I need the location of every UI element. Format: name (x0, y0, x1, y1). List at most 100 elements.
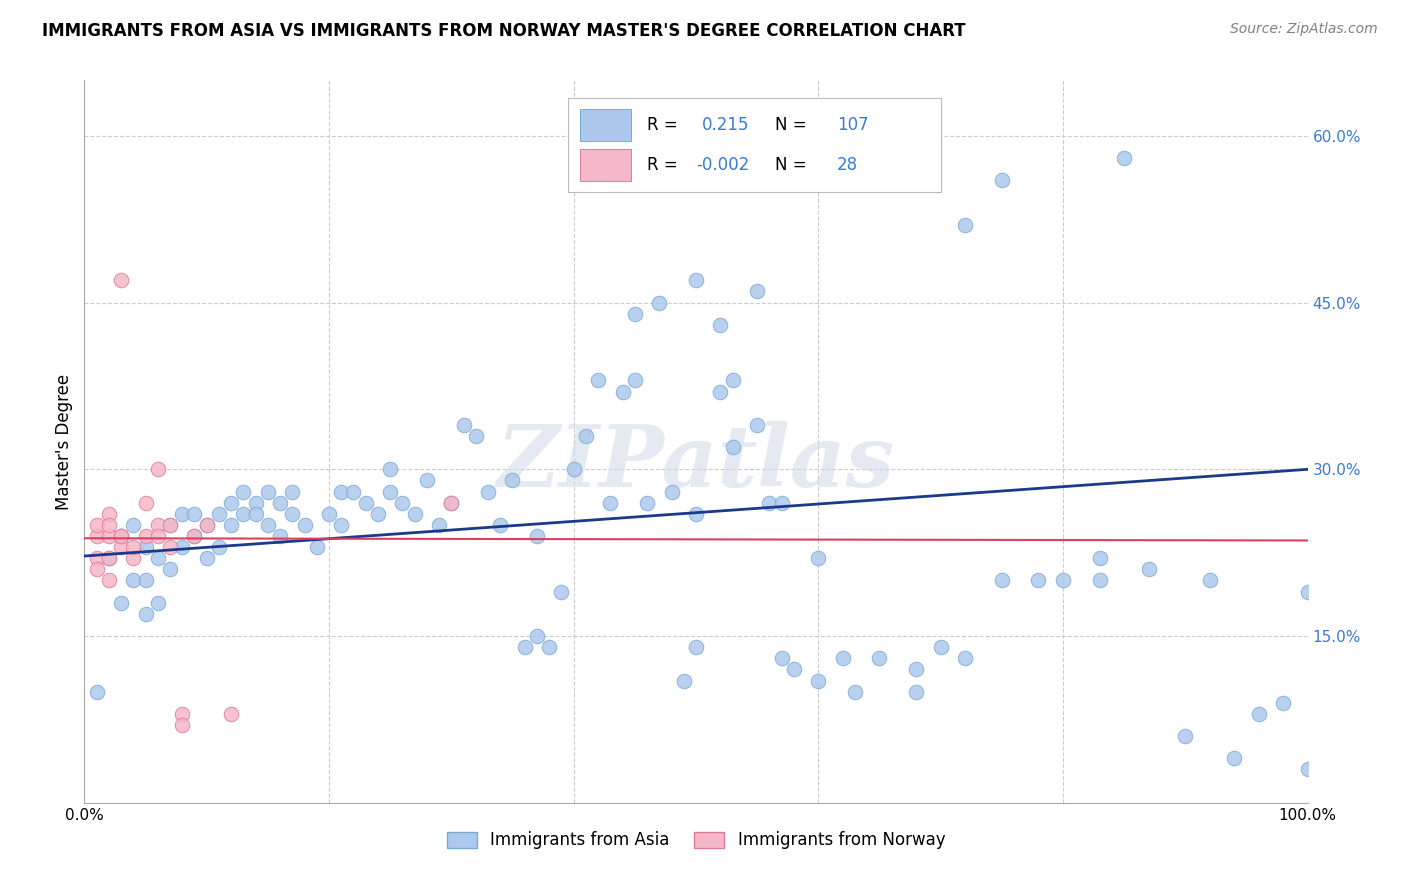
Point (502, 474, 524, 488)
Point (110, 529, 132, 543)
Point (721, 440, 744, 454)
Point (1137, 562, 1160, 576)
Point (1296, 584, 1319, 599)
Point (135, 574, 157, 588)
Point (661, 484, 683, 499)
Point (97, 529, 120, 543)
Point (110, 529, 132, 543)
Point (257, 517, 280, 532)
Point (172, 706, 194, 721)
Point (294, 517, 316, 532)
Point (929, 640, 952, 655)
Point (354, 496, 377, 510)
Point (305, 540, 328, 554)
Point (122, 574, 145, 588)
Point (1247, 706, 1270, 721)
Point (453, 417, 475, 432)
Point (1088, 574, 1111, 588)
Point (685, 273, 707, 287)
Point (1114, 151, 1136, 165)
Point (86, 684, 108, 698)
Point (991, 574, 1014, 588)
Point (440, 496, 463, 510)
Point (159, 540, 181, 554)
Y-axis label: Master's Degree: Master's Degree (55, 374, 73, 509)
Point (747, 285, 769, 299)
Point (146, 517, 169, 532)
Point (159, 517, 181, 532)
Point (172, 540, 194, 554)
Point (807, 673, 830, 688)
Text: Source: ZipAtlas.com: Source: ZipAtlas.com (1230, 22, 1378, 37)
Point (86, 517, 108, 532)
Point (1296, 763, 1319, 777)
Point (245, 496, 267, 510)
Point (245, 507, 267, 521)
Point (709, 318, 731, 332)
Point (183, 529, 205, 543)
Point (624, 307, 647, 321)
Point (575, 429, 598, 443)
Point (1028, 574, 1050, 588)
Point (991, 173, 1014, 187)
Point (110, 596, 132, 610)
Point (159, 517, 181, 532)
Point (219, 706, 242, 721)
Point (526, 529, 548, 543)
Point (1223, 751, 1246, 765)
Point (783, 662, 806, 676)
Point (146, 551, 169, 566)
Point (648, 295, 671, 310)
Point (672, 673, 695, 688)
Point (844, 684, 866, 698)
Point (342, 484, 364, 499)
Point (953, 651, 976, 665)
Point (416, 474, 439, 488)
Point (97, 551, 120, 566)
Point (97, 517, 120, 532)
Point (183, 529, 205, 543)
Point (97, 507, 120, 521)
Text: 0.215: 0.215 (702, 116, 749, 134)
Point (232, 507, 254, 521)
Point (219, 496, 242, 510)
Point (1088, 551, 1111, 566)
Point (550, 584, 572, 599)
Point (269, 496, 291, 510)
Point (1272, 696, 1295, 710)
Point (232, 484, 254, 499)
Point (477, 484, 499, 499)
Point (122, 517, 145, 532)
Point (146, 462, 169, 476)
Point (440, 496, 463, 510)
Point (869, 651, 891, 665)
Point (135, 529, 157, 543)
Point (330, 484, 353, 499)
Point (1174, 729, 1197, 743)
Point (685, 507, 707, 521)
Point (770, 651, 793, 665)
Point (146, 596, 169, 610)
Text: -0.002: -0.002 (696, 156, 749, 174)
Point (538, 640, 561, 655)
Point (318, 507, 340, 521)
Point (770, 496, 793, 510)
Point (122, 540, 145, 554)
Text: N =: N = (776, 116, 807, 134)
Point (367, 507, 389, 521)
Point (404, 507, 426, 521)
Point (219, 517, 242, 532)
Point (110, 273, 132, 287)
Point (183, 507, 205, 521)
Point (526, 629, 548, 643)
Point (195, 551, 218, 566)
Point (612, 384, 634, 399)
Point (172, 718, 194, 732)
Text: IMMIGRANTS FROM ASIA VS IMMIGRANTS FROM NORWAY MASTER'S DEGREE CORRELATION CHART: IMMIGRANTS FROM ASIA VS IMMIGRANTS FROM … (42, 22, 966, 40)
FancyBboxPatch shape (568, 98, 941, 193)
Text: R =: R = (647, 116, 683, 134)
Point (86, 562, 108, 576)
Point (257, 484, 280, 499)
Text: ZIPatlas: ZIPatlas (496, 421, 896, 505)
Point (905, 662, 928, 676)
